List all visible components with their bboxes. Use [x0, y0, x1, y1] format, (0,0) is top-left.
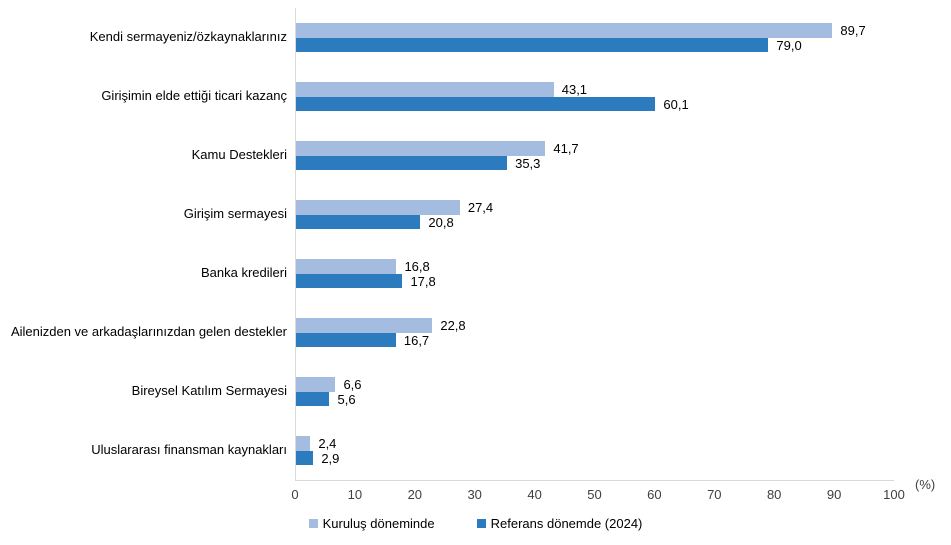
- series2-bar: [296, 274, 403, 288]
- x-tick-label: 70: [707, 487, 722, 502]
- series2-bar: [296, 392, 330, 406]
- series2-value-label: 2,9: [321, 450, 340, 466]
- legend-item-referans-donemde: Referans dönemde (2024): [476, 516, 643, 531]
- chart-row: Bireysel Katılım Sermayesi 6,6 5,6: [0, 362, 951, 421]
- category-label: Ailenizden ve arkadaşlarınızdan gelen de…: [10, 324, 287, 340]
- series2-bar: [296, 38, 769, 52]
- series1-value-label: 41,7: [553, 141, 579, 156]
- x-tick-label: 0: [291, 487, 299, 502]
- series1-bar: [296, 23, 833, 38]
- category-label: Uluslararası finansman kaynakları: [91, 442, 287, 458]
- series1-bar: [296, 200, 460, 215]
- category-label: Girişimin elde ettiği ticari kazanç: [101, 88, 287, 104]
- series2-bar-line: 17,8: [296, 273, 894, 289]
- series1-bar: [296, 436, 311, 451]
- x-tick-label: 10: [347, 487, 363, 502]
- category-label: Kamu Destekleri: [191, 147, 287, 163]
- x-tick-label: 100: [883, 487, 905, 502]
- series2-bar-line: 35,3: [296, 155, 894, 171]
- category-bars: 43,1 60,1: [296, 82, 894, 112]
- series1-value-label: 16,8: [404, 259, 430, 274]
- category-bars: 41,7 35,3: [296, 141, 894, 171]
- series2-value-label: 5,6: [337, 391, 356, 407]
- category-label: Kendi sermayeniz/özkaynaklarınız: [89, 29, 287, 45]
- chart-row: Banka kredileri 16,8 17,8: [0, 244, 951, 303]
- legend-label: Referans dönemde (2024): [490, 516, 643, 531]
- series1-value-label: 43,1: [561, 82, 588, 97]
- series2-value-label: 35,3: [515, 155, 541, 171]
- x-tick-label: 30: [467, 487, 482, 502]
- series1-bar-line: 43,1: [296, 82, 894, 97]
- category-label: Bireysel Katılım Sermayesi: [131, 383, 287, 399]
- series2-bar: [296, 215, 421, 229]
- series2-bar: [296, 97, 656, 111]
- series2-bar: [296, 451, 314, 465]
- chart-row: Uluslararası finansman kaynakları 2,4 2,…: [0, 421, 951, 480]
- legend-item-kurulus-doneminde: Kuruluş döneminde: [308, 516, 435, 531]
- legend-swatch-icon: [476, 519, 486, 528]
- category-bars: 89,7 79,0: [296, 23, 894, 53]
- legend-label: Kuruluş döneminde: [322, 516, 435, 531]
- series2-value-label: 17,8: [410, 273, 436, 289]
- series1-bar: [296, 318, 433, 333]
- series1-value-label: 6,6: [343, 377, 362, 392]
- series1-bar-line: 89,7: [296, 23, 894, 38]
- y-axis-line: [295, 8, 296, 480]
- series2-value-label: 20,8: [428, 214, 454, 230]
- chart-row: Kendi sermayeniz/özkaynaklarınız 89,7 79…: [0, 8, 951, 67]
- series2-bar-line: 2,9: [296, 450, 894, 466]
- x-axis-ticks: 0 10 20 30 40 50 60 70 80 90 100: [291, 487, 904, 503]
- series2-value-label: 79,0: [776, 37, 802, 53]
- series1-bar-line: 27,4: [296, 200, 894, 215]
- chart-row: Kamu Destekleri 41,7 35,3: [0, 126, 951, 185]
- series1-bar-line: 41,7: [296, 141, 894, 156]
- series2-bar: [296, 156, 508, 170]
- category-bars: 6,6 5,6: [296, 377, 894, 407]
- series2-bar-line: 5,6: [296, 391, 894, 407]
- series1-bar-line: 2,4: [296, 436, 894, 451]
- x-tick-label: 80: [766, 487, 782, 502]
- series2-bar: [296, 333, 396, 347]
- category-bars: 22,8 16,7: [296, 318, 894, 348]
- series1-bar: [296, 259, 397, 274]
- category-bars: 27,4 20,8: [296, 200, 894, 230]
- chart-row: Ailenizden ve arkadaşlarınızdan gelen de…: [0, 303, 951, 362]
- category-bars: 2,4 2,9: [296, 436, 894, 466]
- chart-row: Girişimin elde ettiği ticari kazanç 43,1…: [0, 67, 951, 126]
- category-label: Girişim sermayesi: [183, 206, 287, 222]
- series1-value-label: 89,7: [840, 23, 866, 38]
- category-bars: 16,8 17,8: [296, 259, 894, 289]
- x-tick-label: 50: [587, 487, 602, 502]
- chart-row: Girişim sermayesi 27,4 20,8: [0, 185, 951, 244]
- x-axis-line: [295, 480, 894, 481]
- series1-value-label: 22,8: [440, 318, 466, 333]
- series2-value-label: 60,1: [663, 96, 689, 112]
- series1-bar-line: 6,6: [296, 377, 894, 392]
- legend: Kuruluş döneminde Referans dönemde (2024…: [0, 516, 951, 531]
- axis-unit-label: (%): [915, 477, 936, 492]
- legend-swatch-icon: [308, 519, 318, 528]
- series2-bar-line: 20,8: [296, 214, 894, 230]
- series1-value-label: 27,4: [467, 200, 494, 215]
- x-tick-label: 20: [407, 487, 423, 502]
- x-tick-label: 40: [527, 487, 542, 502]
- series2-value-label: 16,7: [403, 332, 430, 348]
- series2-bar-line: 16,7: [296, 332, 894, 348]
- series1-bar: [296, 377, 336, 392]
- series2-bar-line: 60,1: [296, 96, 894, 112]
- series1-bar-line: 16,8: [296, 259, 894, 274]
- series1-value-label: 2,4: [318, 436, 337, 451]
- x-tick-label: 60: [647, 487, 662, 502]
- category-label: Banka kredileri: [201, 265, 287, 281]
- series1-bar: [296, 141, 546, 156]
- bar-rows: Kendi sermayeniz/özkaynaklarınız 89,7 79…: [0, 8, 951, 480]
- series2-bar-line: 79,0: [296, 37, 894, 53]
- x-tick-label: 90: [826, 487, 842, 502]
- series1-bar: [296, 82, 554, 97]
- series1-bar-line: 22,8: [296, 318, 894, 333]
